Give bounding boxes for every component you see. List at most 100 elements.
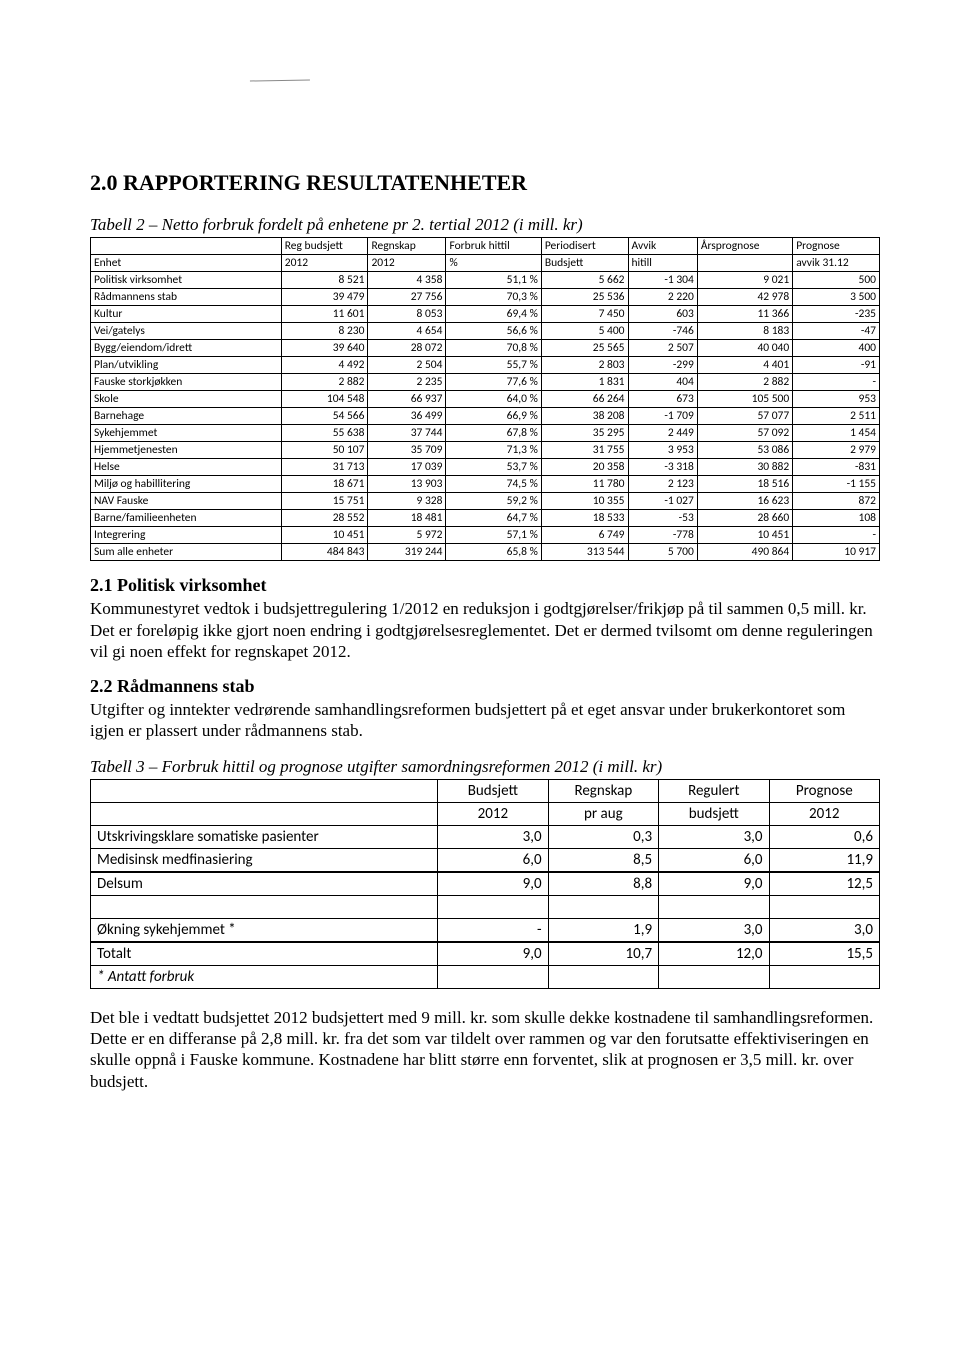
row-value: 10 451 xyxy=(281,527,368,544)
row-value: 490 864 xyxy=(697,544,792,561)
row-value: -1 027 xyxy=(628,493,697,510)
table-row: Bygg/eiendom/idrett39 64028 07270,8 %25 … xyxy=(91,340,880,357)
row-value: 8,8 xyxy=(548,872,658,896)
row-value: 10,7 xyxy=(548,942,658,966)
row-value: 66,9 % xyxy=(446,408,541,425)
row-value: 50 107 xyxy=(281,442,368,459)
row-value: 6,0 xyxy=(659,848,769,872)
table-row xyxy=(91,895,880,918)
row-value: 28 660 xyxy=(697,510,792,527)
row-value: -1 155 xyxy=(793,476,880,493)
row-value: 56,6 % xyxy=(446,323,541,340)
row-value: 10 355 xyxy=(541,493,628,510)
section-2-2-heading: 2.2 Rådmannens stab xyxy=(90,676,880,697)
row-value: 17 039 xyxy=(368,459,446,476)
table3-caption: Tabell 3 – Forbruk hittil og prognose ut… xyxy=(90,756,880,777)
row-value: 6,0 xyxy=(438,848,548,872)
row-value: 1 831 xyxy=(541,374,628,391)
row-label: Bygg/eiendom/idrett xyxy=(91,340,282,357)
row-value: -1 304 xyxy=(628,272,697,289)
row-value: -53 xyxy=(628,510,697,527)
row-value: -1 709 xyxy=(628,408,697,425)
row-value: 8 053 xyxy=(368,306,446,323)
row-value: 11 601 xyxy=(281,306,368,323)
row-label: NAV Fauske xyxy=(91,493,282,510)
row-value: 5 662 xyxy=(541,272,628,289)
row-value: 5 700 xyxy=(628,544,697,561)
row-value: 65,8 % xyxy=(446,544,541,561)
table2-header-cell: Regnskap xyxy=(368,238,446,255)
row-value: 28 072 xyxy=(368,340,446,357)
row-value: 64,0 % xyxy=(446,391,541,408)
table2-header-cell: Årsprognose xyxy=(697,238,792,255)
row-value: 1,9 xyxy=(548,918,658,942)
row-value: 11 366 xyxy=(697,306,792,323)
table-row: Medisinsk medfinasiering6,08,56,011,9 xyxy=(91,848,880,872)
row-value: 64,7 % xyxy=(446,510,541,527)
row-value: 9,0 xyxy=(438,872,548,896)
row-value: 108 xyxy=(793,510,880,527)
row-value: 28 552 xyxy=(281,510,368,527)
row-value: 27 756 xyxy=(368,289,446,306)
table3-header-cell: Prognose xyxy=(769,779,879,802)
row-label: Helse xyxy=(91,459,282,476)
row-value: 40 040 xyxy=(697,340,792,357)
row-value: 53 086 xyxy=(697,442,792,459)
row-value: 5 400 xyxy=(541,323,628,340)
row-value: 953 xyxy=(793,391,880,408)
table-row: Plan/utvikling4 4922 50455,7 %2 803-2994… xyxy=(91,357,880,374)
row-value: 2 803 xyxy=(541,357,628,374)
table2-header-cell: Budsjett xyxy=(541,255,628,272)
row-label: Utskrivingsklare somatiske pasienter xyxy=(91,825,438,848)
section-2-2-body: Utgifter og inntekter vedrørende samhand… xyxy=(90,699,880,742)
row-value: 55,7 % xyxy=(446,357,541,374)
row-value: 3,0 xyxy=(438,825,548,848)
row-value: 70,8 % xyxy=(446,340,541,357)
row-value: 10 451 xyxy=(697,527,792,544)
row-label: Sykehjemmet xyxy=(91,425,282,442)
row-value: -235 xyxy=(793,306,880,323)
table3-header-cell: budsjett xyxy=(659,802,769,825)
section-2-1-heading: 2.1 Politisk virksomhet xyxy=(90,575,880,596)
row-value: 2 882 xyxy=(281,374,368,391)
row-value: -831 xyxy=(793,459,880,476)
table-row: Kultur11 6018 05369,4 %7 45060311 366-23… xyxy=(91,306,880,323)
row-value: 2 123 xyxy=(628,476,697,493)
table3-header-cell: Regnskap xyxy=(548,779,658,802)
row-value: 16 623 xyxy=(697,493,792,510)
page-title: 2.0 RAPPORTERING RESULTATENHETER xyxy=(90,170,880,196)
table3-header-cell: pr aug xyxy=(548,802,658,825)
table-row: Miljø og habillitering18 67113 90374,5 %… xyxy=(91,476,880,493)
row-label: Sum alle enheter xyxy=(91,544,282,561)
row-value: 0,3 xyxy=(548,825,658,848)
row-label: Økning sykehjemmet * xyxy=(91,918,438,942)
row-value: 39 640 xyxy=(281,340,368,357)
row-value: 4 401 xyxy=(697,357,792,374)
table-row: Utskrivingsklare somatiske pasienter3,00… xyxy=(91,825,880,848)
row-value: 37 744 xyxy=(368,425,446,442)
row-value: 319 244 xyxy=(368,544,446,561)
row-label: Plan/utvikling xyxy=(91,357,282,374)
row-value: 10 917 xyxy=(793,544,880,561)
table3-header-cell xyxy=(91,802,438,825)
row-value: 104 548 xyxy=(281,391,368,408)
table-row: Barnehage54 56636 49966,9 %38 208-1 7095… xyxy=(91,408,880,425)
row-value: 39 479 xyxy=(281,289,368,306)
row-value: 51,1 % xyxy=(446,272,541,289)
row-label xyxy=(91,895,438,918)
row-value: 2 882 xyxy=(697,374,792,391)
row-label: Fauske storkjøkken xyxy=(91,374,282,391)
row-value: 603 xyxy=(628,306,697,323)
row-value: 8 183 xyxy=(697,323,792,340)
table2-header-cell: hitill xyxy=(628,255,697,272)
row-value: 2 979 xyxy=(793,442,880,459)
row-value: 12,5 xyxy=(769,872,879,896)
row-value: -746 xyxy=(628,323,697,340)
row-value: -3 318 xyxy=(628,459,697,476)
row-value: 18 516 xyxy=(697,476,792,493)
row-label: Totalt xyxy=(91,942,438,966)
row-value: 54 566 xyxy=(281,408,368,425)
row-value xyxy=(548,895,658,918)
table2-header-cell: avvik 31.12 xyxy=(793,255,880,272)
row-value: - xyxy=(438,918,548,942)
